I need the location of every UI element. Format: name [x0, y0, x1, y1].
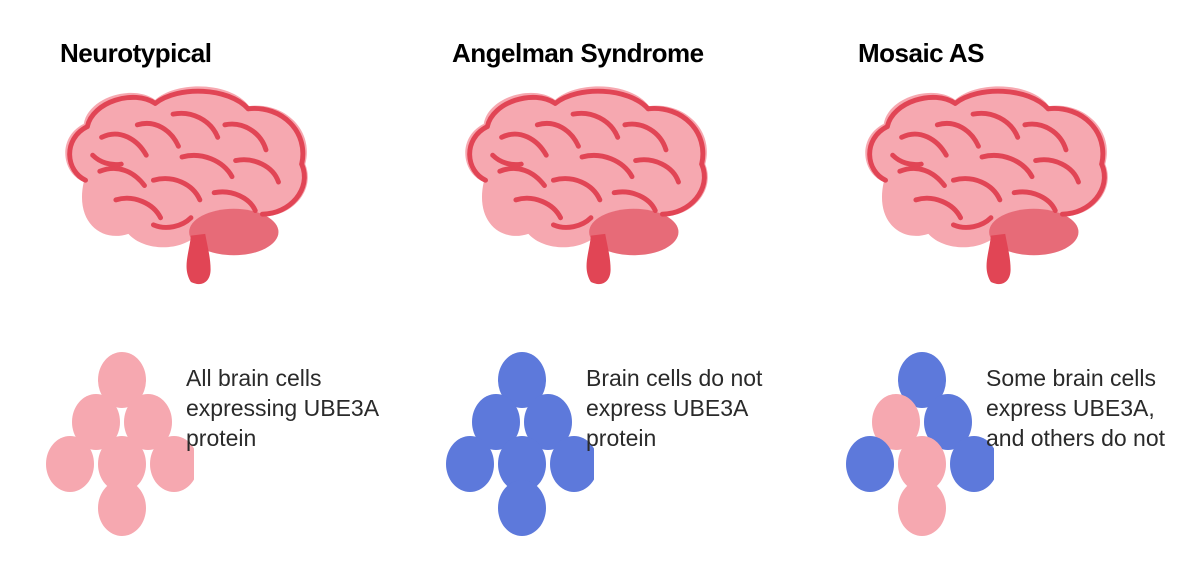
- brain-icon: [848, 72, 1116, 292]
- brain-icon: [48, 72, 316, 292]
- panel-description-mosaic: Some brain cells express UBE3A, and othe…: [986, 364, 1186, 454]
- cell-cluster-mosaic: [844, 348, 994, 553]
- panel-description-angelman: Brain cells do not express UBE3A protein: [586, 364, 786, 454]
- panel-description-neurotypical: All brain cells expressing UBE3A protein: [186, 364, 386, 454]
- panel-neurotypical: Neurotypical: [0, 0, 400, 563]
- panel-title-neurotypical: Neurotypical: [60, 38, 212, 69]
- brain-icon: [448, 72, 716, 292]
- infographic-stage: Neurotypical: [0, 0, 1200, 563]
- cell-cluster-neurotypical: [44, 348, 194, 553]
- panel-mosaic: Mosaic AS: [800, 0, 1200, 563]
- panel-title-mosaic: Mosaic AS: [858, 38, 984, 69]
- panel-title-angelman: Angelman Syndrome: [452, 38, 704, 69]
- cell-cluster-angelman: [444, 348, 594, 553]
- panel-angelman: Angelman Syndrome: [400, 0, 800, 563]
